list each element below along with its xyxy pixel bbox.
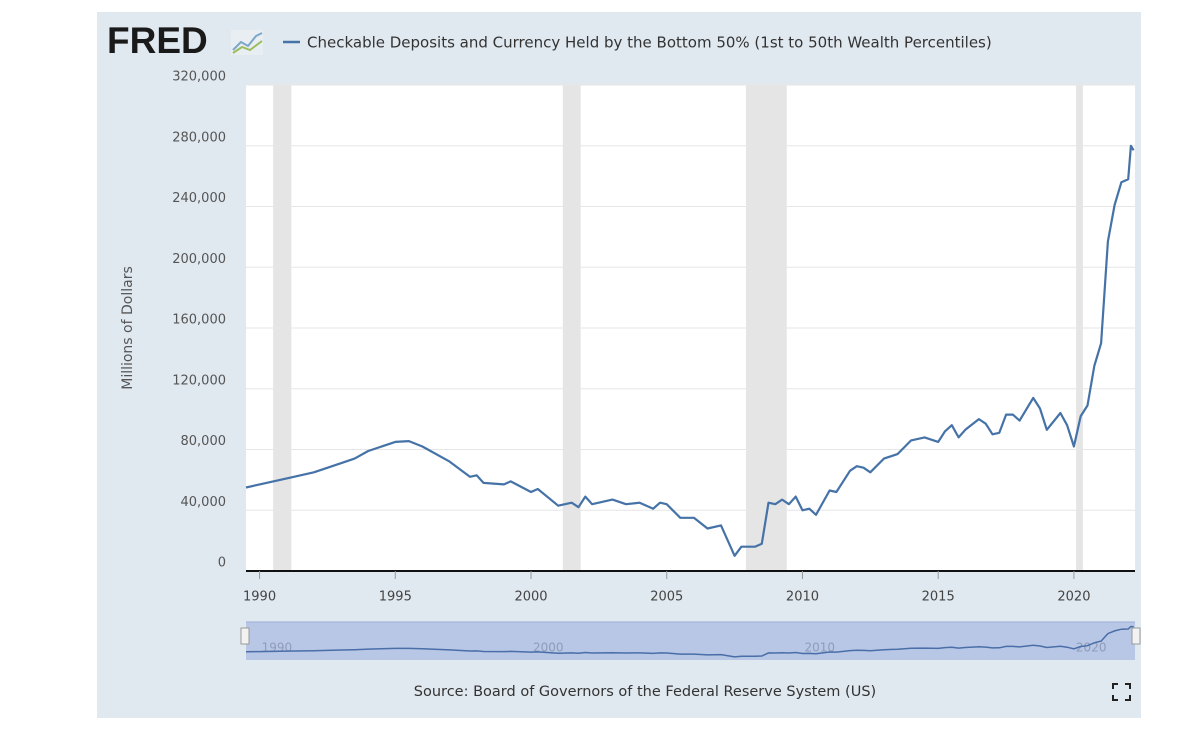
- x-tick-label: 1995: [379, 590, 412, 605]
- x-tick-label: 2015: [922, 590, 955, 605]
- x-tick-label: 2005: [650, 590, 683, 605]
- navigator-line: [245, 625, 1134, 658]
- navigator-handle[interactable]: [240, 627, 250, 645]
- navigator-tick-label: 2010: [804, 641, 835, 655]
- y-tick-label: 80,000: [181, 434, 227, 449]
- x-tick-label: 2000: [514, 590, 547, 605]
- fullscreen-icon[interactable]: [1112, 683, 1131, 701]
- y-tick-label: 240,000: [172, 191, 226, 206]
- y-tick-label: 280,000: [172, 130, 226, 145]
- y-tick-label: 160,000: [172, 313, 226, 328]
- navigator-tick-label: 1990: [262, 641, 293, 655]
- data-line: [245, 144, 1135, 557]
- navigator-tick-label: 2020: [1076, 641, 1107, 655]
- legend-title: Checkable Deposits and Currency Held by …: [307, 34, 992, 52]
- x-tick-label: 2010: [786, 590, 819, 605]
- navigator-handle[interactable]: [1131, 627, 1141, 645]
- x-tick-label: 1990: [243, 590, 276, 605]
- y-tick-label: 40,000: [181, 495, 227, 510]
- navigator-tick-label: 2000: [533, 641, 564, 655]
- logo-icon: [231, 30, 263, 55]
- y-tick-label: 0: [218, 556, 226, 571]
- source: Source: Board of Governors of the Federa…: [414, 684, 876, 700]
- y-tick-label: 120,000: [172, 373, 226, 388]
- y-tick-label: 200,000: [172, 252, 226, 267]
- y-tick-label: 320,000: [172, 70, 226, 85]
- y-axis-label: Millions of Dollars: [120, 266, 136, 390]
- logo: FRED: [107, 20, 208, 61]
- x-tick-label: 2020: [1057, 590, 1090, 605]
